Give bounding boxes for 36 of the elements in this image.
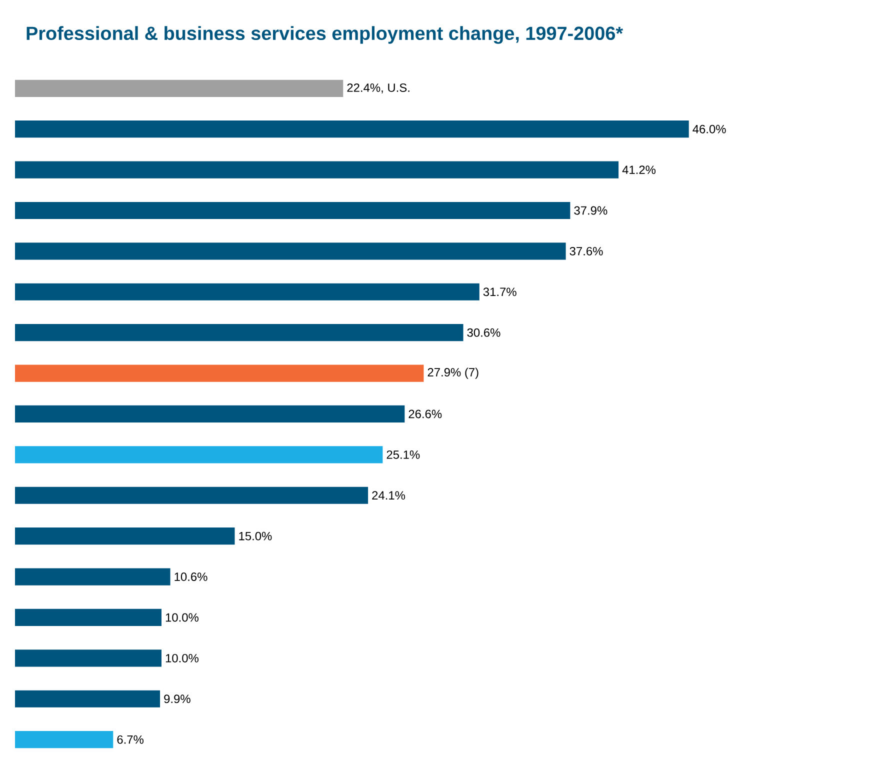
data-label: 10.0% bbox=[166, 613, 198, 622]
data-label: 41.2% bbox=[622, 166, 656, 174]
bar bbox=[15, 80, 344, 97]
data-label: 15.0% bbox=[239, 532, 272, 540]
data-label: 31.7% bbox=[483, 288, 516, 296]
bar bbox=[15, 283, 480, 300]
bar bbox=[15, 405, 405, 423]
data-label: 27.9% (7) bbox=[428, 368, 478, 379]
bar bbox=[15, 731, 114, 748]
data-label: 6.7% bbox=[117, 735, 144, 744]
data-label: 37.6% bbox=[570, 246, 603, 256]
bar bbox=[15, 446, 383, 464]
bar bbox=[15, 568, 170, 586]
bar bbox=[15, 161, 619, 178]
bar bbox=[15, 324, 464, 342]
bar bbox=[15, 690, 160, 708]
data-label: 22.4%, bbox=[347, 83, 383, 94]
bar bbox=[15, 202, 570, 220]
data-label: 24.1% bbox=[372, 491, 406, 500]
data-label: 9.9% bbox=[164, 694, 190, 704]
data-label: 30.6% bbox=[467, 328, 500, 337]
data-label: 46.0% bbox=[692, 124, 726, 134]
data-label: 10.0% bbox=[166, 654, 198, 662]
data-label: 37.9% bbox=[574, 206, 608, 215]
bar bbox=[15, 608, 162, 626]
bar bbox=[15, 528, 235, 545]
bar bbox=[15, 650, 162, 667]
bar bbox=[15, 486, 368, 504]
data-label: 26.6% bbox=[408, 410, 442, 418]
data-label: 25.1% bbox=[386, 450, 420, 459]
chart-title: Professional & business services employment change, 1997-2006* bbox=[26, 26, 624, 44]
data-label: 10.6% bbox=[174, 572, 208, 581]
y-tick-label: U.S. bbox=[388, 83, 410, 92]
bar bbox=[15, 364, 424, 382]
bar bbox=[15, 242, 566, 260]
bar bbox=[15, 120, 689, 138]
